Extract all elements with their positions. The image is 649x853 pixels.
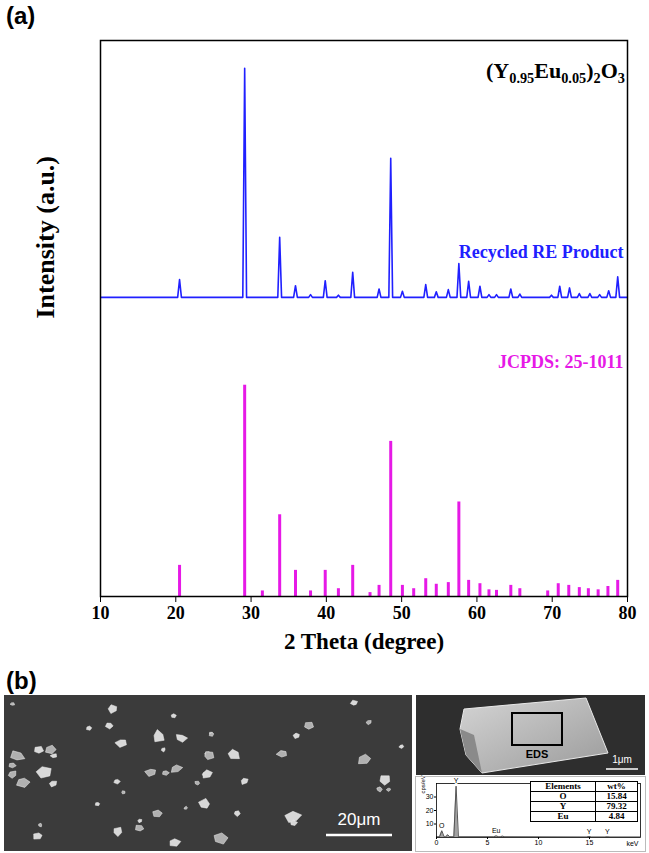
svg-text:15: 15 [586, 839, 594, 846]
svg-text:10: 10 [535, 839, 543, 846]
html-text:O: O [559, 791, 567, 801]
svg-text:5: 5 [486, 839, 490, 846]
html-text:wt%: wt% [607, 781, 626, 791]
svg-text:20: 20 [167, 603, 185, 623]
svg-text:EDS: EDS [526, 748, 549, 760]
svg-text:Eu: Eu [492, 827, 501, 834]
html-text:79.32: 79.32 [606, 801, 627, 811]
svg-text:70: 70 [543, 603, 561, 623]
svg-text:keV: keV [626, 840, 638, 847]
svg-text:Y: Y [587, 828, 592, 835]
html-text:(b): (b) [6, 667, 37, 694]
html-text:4.84: 4.84 [608, 811, 625, 821]
html-text:(a): (a) [6, 2, 36, 29]
html-text:Elements: Elements [545, 781, 581, 791]
svg-text:Intensity (a.u.): Intensity (a.u.) [31, 156, 60, 319]
html-text:Y: Y [559, 801, 567, 811]
svg-text:Y: Y [605, 828, 610, 835]
html-text:(Y0.95Eu0.05)2O3: (Y0.95Eu0.05)2O3 [486, 58, 625, 87]
svg-text:Recycled RE Product: Recycled RE Product [459, 242, 624, 262]
svg-text:cps/eV: cps/eV [420, 775, 426, 793]
svg-text:O: O [439, 822, 445, 829]
svg-text:1μm: 1μm [612, 754, 632, 765]
svg-text:50: 50 [393, 603, 411, 623]
html-text:Eu: Eu [557, 811, 569, 821]
svg-text:30: 30 [242, 603, 260, 623]
svg-text:20μm: 20μm [338, 810, 381, 829]
svg-text:2 Theta (degree): 2 Theta (degree) [284, 629, 444, 654]
svg-text:Y: Y [454, 777, 459, 784]
html-text:15.84: 15.84 [606, 791, 627, 801]
svg-text:60: 60 [468, 603, 486, 623]
svg-text:10: 10 [92, 603, 110, 623]
svg-text:30: 30 [426, 793, 434, 800]
svg-text:40: 40 [317, 603, 335, 623]
svg-text:80: 80 [619, 603, 637, 623]
svg-text:0: 0 [435, 839, 439, 846]
svg-text:JCPDS: 25-1011: JCPDS: 25-1011 [498, 352, 624, 372]
svg-text:10: 10 [426, 820, 434, 827]
svg-text:20: 20 [426, 807, 434, 814]
